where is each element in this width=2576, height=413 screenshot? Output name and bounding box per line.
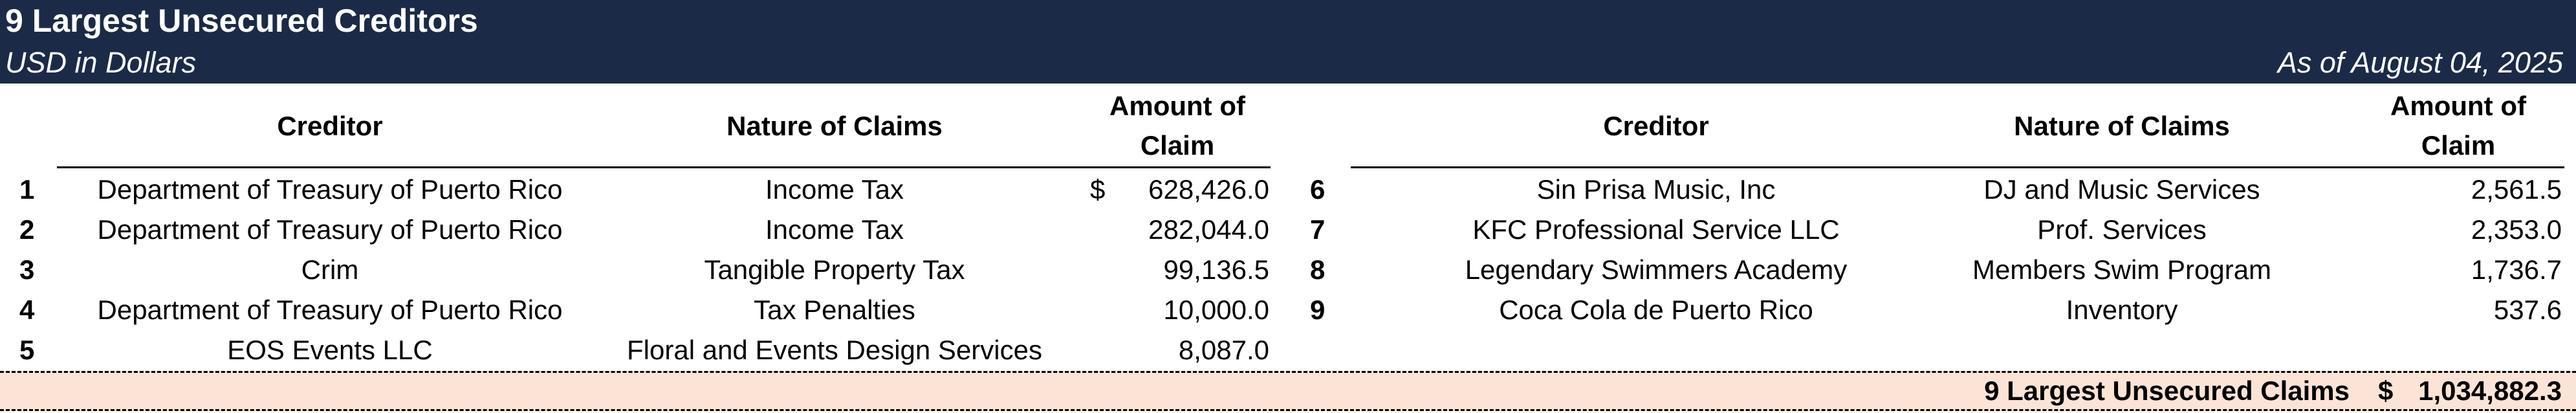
row-number: 2 bbox=[19, 214, 35, 245]
right-creditor-header: Creditor bbox=[1603, 111, 1709, 141]
claim-nature: DJ and Music Services bbox=[1983, 174, 2260, 205]
creditor-name: Department of Treasury of Puerto Rico bbox=[97, 214, 563, 245]
right-amount-header-line1: Amount of bbox=[2390, 91, 2526, 121]
left-amount-header-line1: Amount of bbox=[1109, 91, 1245, 121]
creditor-name: Sin Prisa Music, Inc bbox=[1536, 174, 1776, 205]
total-label: 9 Largest Unsecured Claims bbox=[1984, 375, 2350, 406]
table-row: 6 Sin Prisa Music, Inc DJ and Music Serv… bbox=[1294, 170, 2576, 210]
table-row: 3 Crim Tangible Property Tax 99,136.5 bbox=[0, 250, 1294, 290]
row-number: 1 bbox=[19, 174, 35, 205]
row-number: 4 bbox=[19, 295, 35, 325]
right-nature-header: Nature of Claims bbox=[2014, 111, 2230, 141]
creditor-name: Department of Treasury of Puerto Rico bbox=[97, 174, 563, 205]
claim-nature: Floral and Events Design Services bbox=[627, 335, 1042, 365]
row-number: 8 bbox=[1310, 254, 1326, 285]
right-header-underline bbox=[1351, 166, 2564, 168]
total-row: 9 Largest Unsecured Claims $ 1,034,882.3 bbox=[0, 371, 2576, 411]
claim-amount: 2,353.0 bbox=[2471, 214, 2562, 245]
creditor-name: KFC Professional Service LLC bbox=[1472, 214, 1840, 245]
table-row: 7 KFC Professional Service LLC Prof. Ser… bbox=[1294, 210, 2576, 250]
creditor-name: Legendary Swimmers Academy bbox=[1465, 254, 1848, 285]
right-amount-header-line2: Claim bbox=[2421, 130, 2496, 161]
left-creditor-header: Creditor bbox=[277, 111, 383, 141]
claim-nature: Income Tax bbox=[765, 174, 904, 205]
claim-amount: 99,136.5 bbox=[1163, 254, 1270, 285]
creditor-name: Department of Treasury of Puerto Rico bbox=[97, 295, 563, 325]
total-currency-symbol: $ bbox=[2378, 375, 2394, 406]
table-row: 1 Department of Treasury of Puerto Rico … bbox=[0, 170, 1294, 210]
left-header-underline bbox=[57, 166, 1271, 168]
table-row: 5 EOS Events LLC Floral and Events Desig… bbox=[0, 330, 1294, 370]
as-of-date: As of August 04, 2025 bbox=[2277, 46, 2563, 79]
table-row: 2 Department of Treasury of Puerto Rico … bbox=[0, 210, 1294, 250]
row-number: 3 bbox=[19, 254, 35, 285]
creditor-name: EOS Events LLC bbox=[227, 335, 433, 365]
claim-amount: 537.6 bbox=[2493, 295, 2562, 325]
claim-nature: Tangible Property Tax bbox=[704, 254, 965, 285]
row-number: 6 bbox=[1310, 174, 1326, 205]
creditor-name: Crim bbox=[301, 254, 359, 285]
claim-nature: Tax Penalties bbox=[754, 295, 915, 325]
total-amount: 1,034,882.3 bbox=[2418, 375, 2562, 406]
report-title: 9 Largest Unsecured Creditors bbox=[5, 3, 478, 39]
row-number: 9 bbox=[1310, 295, 1326, 325]
currency-note: USD in Dollars bbox=[5, 46, 197, 79]
report-header: 9 Largest Unsecured Creditors USD in Dol… bbox=[0, 0, 2576, 84]
claim-amount: 2,561.5 bbox=[2471, 174, 2562, 205]
row-number: 7 bbox=[1310, 214, 1326, 245]
currency-symbol: $ bbox=[1090, 174, 1106, 205]
claim-amount: 8,087.0 bbox=[1178, 335, 1269, 365]
claim-nature: Prof. Services bbox=[2037, 214, 2207, 245]
claim-amount: 282,044.0 bbox=[1148, 214, 1269, 245]
table-row: 8 Legendary Swimmers Academy Members Swi… bbox=[1294, 250, 2576, 290]
creditor-name: Coca Cola de Puerto Rico bbox=[1499, 295, 1813, 325]
claim-nature: Members Swim Program bbox=[1972, 254, 2272, 285]
claim-nature: Inventory bbox=[2066, 295, 2178, 325]
table-row: 4 Department of Treasury of Puerto Rico … bbox=[0, 290, 1294, 330]
claim-amount: 1,736.7 bbox=[2471, 254, 2562, 285]
claim-amount: 628,426.0 bbox=[1148, 174, 1269, 205]
table-row: 9 Coca Cola de Puerto Rico Inventory 537… bbox=[1294, 290, 2576, 330]
row-number: 5 bbox=[19, 335, 35, 365]
claim-amount: 10,000.0 bbox=[1163, 295, 1270, 325]
left-amount-header-line2: Claim bbox=[1140, 130, 1215, 161]
left-nature-header: Nature of Claims bbox=[726, 111, 943, 141]
claim-nature: Income Tax bbox=[765, 214, 904, 245]
